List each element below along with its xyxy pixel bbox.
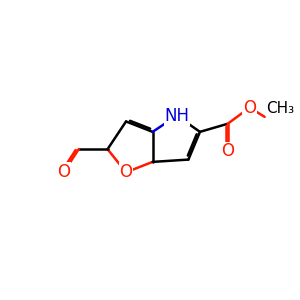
Text: O: O — [57, 163, 70, 181]
Text: O: O — [119, 163, 133, 181]
Text: O: O — [243, 99, 256, 117]
Text: NH: NH — [164, 107, 189, 125]
Text: CH₃: CH₃ — [266, 101, 294, 116]
Text: O: O — [221, 142, 234, 160]
